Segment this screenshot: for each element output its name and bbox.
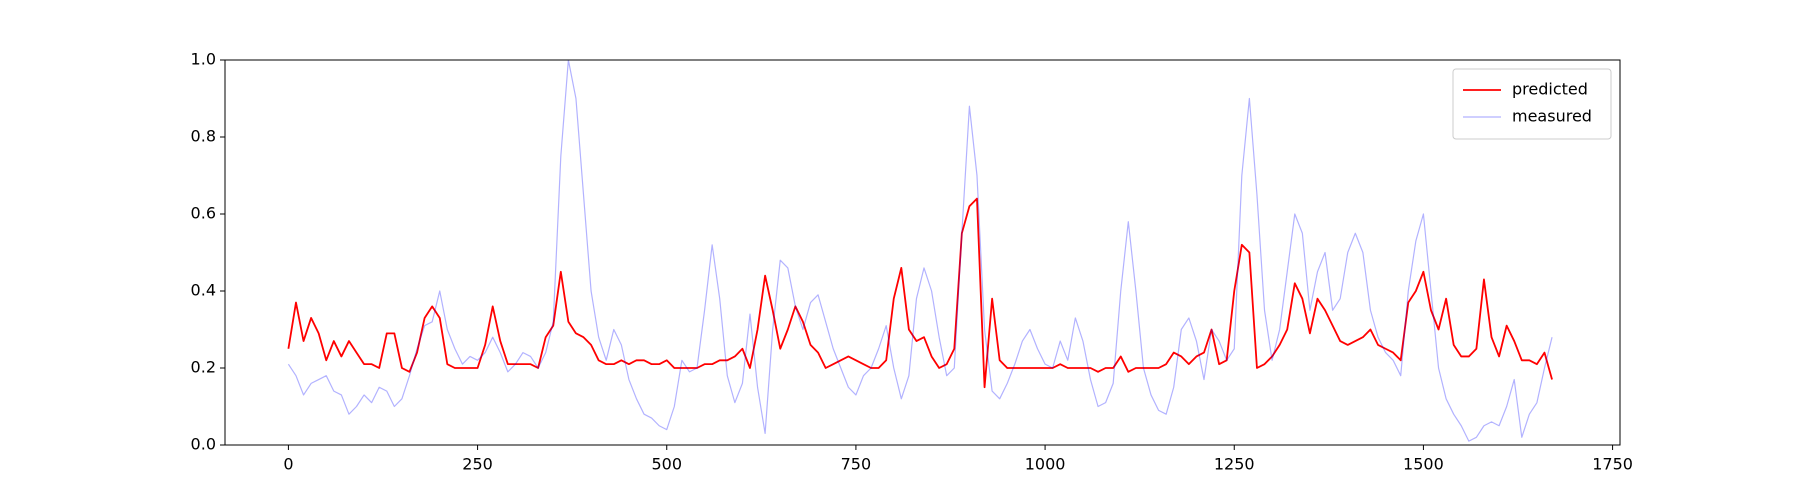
- x-tick-label: 0: [283, 455, 293, 474]
- legend-label: predicted: [1512, 80, 1588, 99]
- y-tick-label: 1.0: [191, 50, 216, 69]
- x-tick-label: 1250: [1214, 455, 1255, 474]
- x-tick-label: 1000: [1025, 455, 1066, 474]
- y-tick-label: 0.2: [191, 358, 216, 377]
- y-tick-label: 0.6: [191, 204, 216, 223]
- y-tick-label: 0.4: [191, 281, 216, 300]
- legend-box: [1452, 68, 1612, 140]
- y-tick-label: 0.0: [191, 435, 216, 454]
- x-tick-label: 750: [841, 455, 872, 474]
- x-tick-label: 500: [651, 455, 682, 474]
- x-tick-label: 1750: [1592, 455, 1633, 474]
- x-tick-label: 250: [462, 455, 493, 474]
- x-tick-label: 1500: [1403, 455, 1444, 474]
- series-line: [287, 60, 1553, 442]
- legend-label: measured: [1512, 107, 1592, 126]
- series-line: [287, 197, 1553, 389]
- plot-frame: [224, 59, 1621, 446]
- y-tick-label: 0.8: [191, 127, 216, 146]
